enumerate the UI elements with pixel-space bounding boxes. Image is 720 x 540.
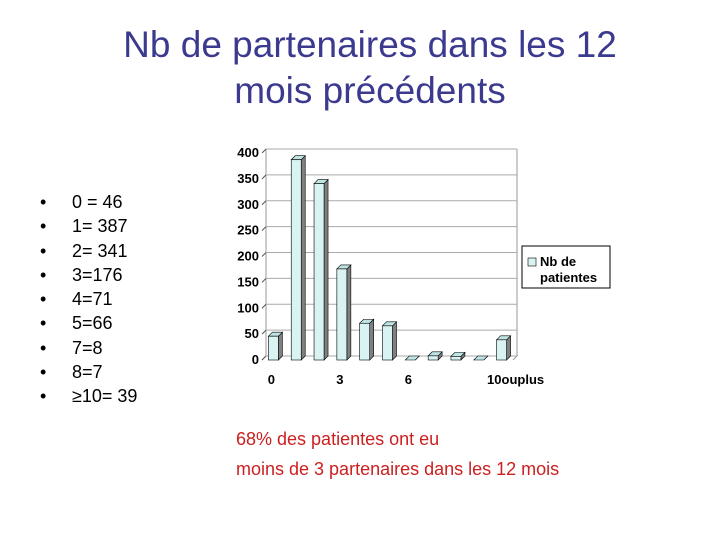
y-tick-label: 50 bbox=[245, 326, 259, 341]
y-tick-label: 250 bbox=[237, 223, 259, 238]
y-tick-label: 350 bbox=[237, 171, 259, 186]
bar bbox=[336, 268, 348, 361]
bar-side bbox=[369, 318, 374, 361]
list-item: 4=71 bbox=[40, 287, 137, 312]
bar bbox=[382, 325, 393, 361]
slide-title-line-2: mois précédents bbox=[234, 70, 506, 111]
legend-label-line-2: patientes bbox=[540, 270, 597, 285]
y-tick-label: 0 bbox=[252, 352, 259, 367]
bar bbox=[268, 335, 279, 361]
bar bbox=[313, 183, 325, 361]
y-tick-label: 100 bbox=[237, 300, 259, 315]
y-tick-label: 300 bbox=[237, 197, 259, 212]
summary-note-line-2: moins de 3 partenaires dans les 12 mois bbox=[236, 459, 560, 479]
bar-side bbox=[323, 178, 329, 361]
y-tick-label: 400 bbox=[237, 145, 259, 160]
bar-side bbox=[392, 321, 397, 361]
list-item: ≥10= 39 bbox=[40, 384, 137, 409]
partner-count-list: 0 = 46 1= 387 2= 341 3=176 4=71 5=66 7=8… bbox=[40, 190, 137, 409]
slide-title: Nb de partenaires dans les 12 mois précé… bbox=[60, 22, 680, 114]
x-tick-label: 3 bbox=[336, 372, 343, 387]
bar-top bbox=[473, 355, 489, 361]
legend-label-line-1: Nb de bbox=[540, 254, 576, 269]
bar-side bbox=[300, 155, 306, 361]
list-item: 3=176 bbox=[40, 263, 137, 288]
histogram-chart: 0 50 100 150 200 250 300 350 400 0 3 6 10ouplus Nb de… bbox=[237, 145, 611, 387]
bar-top bbox=[404, 355, 421, 361]
list-item: 0 = 46 bbox=[40, 190, 137, 215]
y-tick-mark bbox=[261, 174, 267, 180]
summary-note-line-1: 68% des patientes ont eu bbox=[236, 429, 440, 449]
list-item: 1= 387 bbox=[40, 214, 137, 239]
x-tick-label: 0 bbox=[268, 372, 275, 387]
y-tick-mark bbox=[261, 200, 267, 206]
bar bbox=[290, 159, 302, 361]
y-tick-mark bbox=[261, 252, 267, 257]
y-tick-label: 150 bbox=[237, 274, 259, 289]
list-item: 2= 341 bbox=[40, 239, 137, 264]
bar bbox=[450, 356, 462, 361]
x-tick-label: 6 bbox=[405, 372, 412, 387]
bar-side bbox=[346, 264, 352, 361]
list-item: 8=7 bbox=[40, 360, 137, 385]
legend-box bbox=[521, 245, 611, 289]
y-tick-mark bbox=[261, 278, 267, 283]
bar-side bbox=[278, 331, 283, 361]
summary-note: 68% des patientes ont eu moins de 3 part… bbox=[236, 424, 559, 484]
slide-title-line-1: Nb de partenaires dans les 12 bbox=[123, 24, 617, 65]
bar bbox=[359, 322, 370, 361]
bar bbox=[427, 355, 439, 361]
y-tick-mark bbox=[261, 329, 267, 335]
y-tick-mark bbox=[261, 226, 267, 231]
list-item: 5=66 bbox=[40, 311, 137, 336]
y-tick-mark bbox=[261, 355, 267, 361]
x-tick-label: 10ouplus bbox=[487, 372, 544, 387]
y-tick-label: 200 bbox=[237, 249, 259, 264]
bar bbox=[496, 339, 507, 361]
y-tick-mark bbox=[261, 303, 267, 309]
y-tick-mark bbox=[261, 148, 267, 154]
legend-swatch bbox=[527, 257, 537, 267]
list-item: 7=8 bbox=[40, 336, 137, 361]
